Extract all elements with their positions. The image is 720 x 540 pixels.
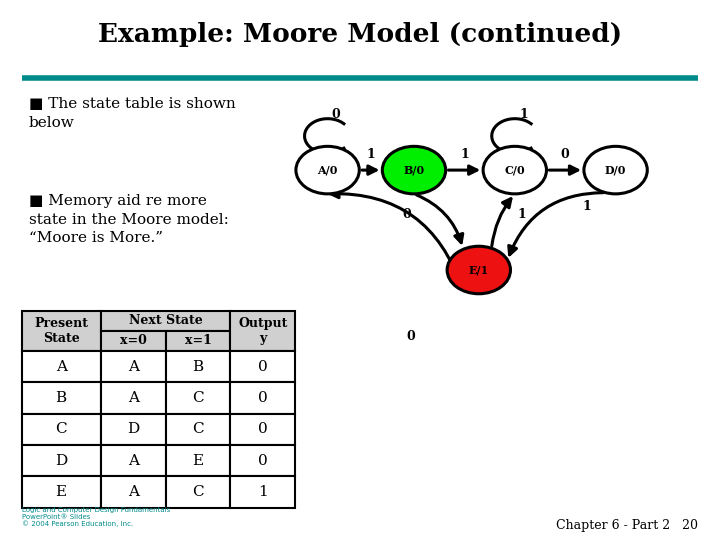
Text: 1: 1 [582, 200, 591, 213]
Text: A/0: A/0 [318, 165, 338, 176]
Text: A: A [127, 485, 139, 499]
Text: Chapter 6 - Part 2   20: Chapter 6 - Part 2 20 [557, 519, 698, 532]
Text: 0: 0 [258, 391, 268, 405]
Bar [166, 445, 230, 476]
Bar [22, 382, 101, 414]
Bar [22, 351, 101, 382]
Bar [230, 476, 295, 508]
Bar [230, 310, 295, 351]
Text: 0: 0 [561, 148, 570, 161]
Text: x=1: x=1 [184, 334, 212, 347]
Text: x=0: x=0 [120, 334, 147, 347]
Bar [230, 445, 295, 476]
Text: Example: Moore Model (continued): Example: Moore Model (continued) [98, 22, 622, 46]
Text: 0: 0 [258, 360, 268, 374]
Bar [22, 445, 101, 476]
Text: Output
y: Output y [238, 317, 287, 345]
Text: 1: 1 [366, 148, 375, 161]
Text: 1: 1 [518, 208, 526, 221]
Bar [166, 351, 230, 382]
Text: 0: 0 [258, 422, 268, 436]
Bar [22, 476, 101, 508]
Bar [166, 330, 230, 351]
Bar [22, 414, 101, 445]
Text: C/0: C/0 [505, 165, 525, 176]
Text: A: A [55, 360, 67, 374]
Bar [101, 476, 166, 508]
Text: 0: 0 [406, 330, 415, 343]
Bar [101, 310, 230, 330]
Text: C: C [192, 485, 204, 499]
Text: E: E [192, 454, 204, 468]
Text: A: A [127, 360, 139, 374]
Bar [166, 476, 230, 508]
Text: Present
State: Present State [34, 317, 88, 345]
Circle shape [296, 146, 359, 194]
Bar [101, 414, 166, 445]
Circle shape [483, 146, 546, 194]
Text: C: C [192, 422, 204, 436]
Bar [101, 445, 166, 476]
Text: Next State: Next State [129, 314, 202, 327]
Text: A: A [127, 454, 139, 468]
Bar [101, 330, 166, 351]
Text: B/0: B/0 [403, 165, 425, 176]
Circle shape [382, 146, 446, 194]
Text: C: C [192, 391, 204, 405]
Bar [230, 351, 295, 382]
Text: ■ The state table is shown
below: ■ The state table is shown below [29, 97, 235, 130]
Bar [230, 382, 295, 414]
Text: D/0: D/0 [605, 165, 626, 176]
Text: B: B [55, 391, 67, 405]
Text: D: D [127, 422, 140, 436]
Bar [166, 414, 230, 445]
Circle shape [584, 146, 647, 194]
Text: 1: 1 [519, 108, 528, 121]
Text: 1: 1 [258, 485, 268, 499]
Text: 0: 0 [332, 108, 341, 121]
Circle shape [447, 246, 510, 294]
Text: 1: 1 [460, 148, 469, 161]
Bar [101, 351, 166, 382]
Text: E: E [55, 485, 67, 499]
Bar [22, 310, 101, 351]
Bar [166, 382, 230, 414]
Text: Logic and Computer Design Fundamentals
PowerPoint® Slides
© 2004 Pearson Educati: Logic and Computer Design Fundamentals P… [22, 507, 170, 528]
Text: 0: 0 [402, 208, 411, 221]
Text: ■ Memory aid re more
state in the Moore model:
“Moore is More.”: ■ Memory aid re more state in the Moore … [29, 194, 229, 245]
Text: B: B [192, 360, 204, 374]
Bar [230, 414, 295, 445]
Bar [101, 382, 166, 414]
Text: E/1: E/1 [469, 265, 489, 275]
Text: A: A [127, 391, 139, 405]
Text: D: D [55, 454, 68, 468]
Text: C: C [55, 422, 67, 436]
Text: 0: 0 [258, 454, 268, 468]
